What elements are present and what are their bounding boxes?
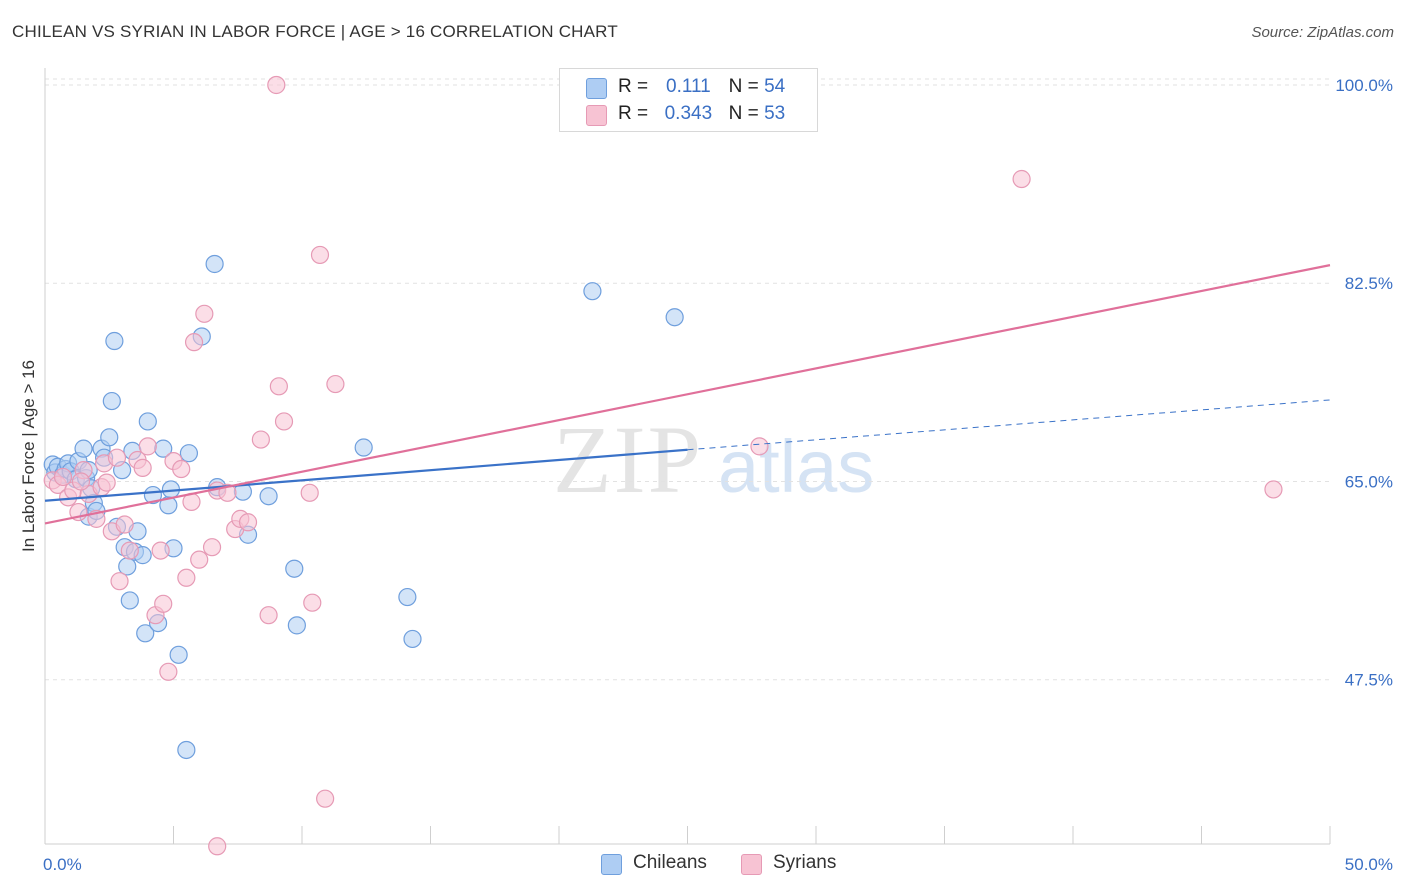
chilean-point [583, 282, 602, 301]
chilean-point [100, 428, 119, 447]
legend-r-value: 0.111 [666, 76, 711, 97]
syrian-point [184, 333, 204, 352]
chilean-point [74, 439, 93, 458]
chilean-point [259, 487, 278, 506]
chileans-swatch-icon [586, 78, 607, 99]
bottom-legend-label: Chileans [633, 852, 707, 873]
syrian-point [238, 513, 258, 532]
legend-n-label: N = [728, 76, 759, 97]
legend-r-label: R = [618, 76, 649, 97]
chart-title: CHILEAN VS SYRIAN IN LABOR FORCE | AGE >… [12, 22, 618, 41]
chilean-point [179, 444, 199, 463]
syrian-point [251, 430, 270, 449]
y-tick-label: 82.5% [1345, 274, 1393, 293]
syrian-point [97, 473, 116, 492]
y-tick-label: 47.5% [1345, 671, 1393, 690]
syrian-point [269, 377, 288, 396]
syrian-point [303, 593, 322, 612]
legend-r-value: 0.343 [664, 103, 713, 124]
chilean-point [102, 391, 121, 411]
source-label: Source: ZipAtlas.com [1251, 24, 1394, 41]
syrian-point [190, 550, 209, 569]
chileans-trend-extension [687, 399, 1331, 451]
bottom-legend-label: Syrians [773, 852, 837, 873]
legend-r-label: R = [618, 103, 649, 124]
syrian-point [300, 483, 319, 502]
chilean-point [120, 591, 139, 610]
x-tick-label: 0.0% [43, 855, 82, 874]
chileans-swatch-icon [601, 854, 622, 875]
legend-n-value: 54 [764, 76, 786, 97]
syrian-point [316, 789, 335, 808]
chilean-point [398, 587, 417, 607]
syrian-point [202, 538, 222, 557]
legend-n-label: N = [728, 103, 759, 124]
watermark-atlas: atlas [718, 425, 874, 508]
chilean-point [205, 254, 224, 274]
chileans-trend-line [44, 448, 688, 502]
syrian-point [1264, 480, 1283, 499]
syrian-point [151, 541, 170, 560]
syrian-point [110, 572, 129, 591]
syrian-point [120, 541, 139, 560]
chilean-point [105, 331, 124, 351]
chilean-point [285, 559, 304, 578]
chilean-point [403, 629, 422, 649]
syrian-point [53, 467, 73, 487]
chilean-point [136, 624, 155, 643]
syrian-point [195, 304, 214, 323]
syrian-point [154, 594, 173, 613]
syrian-point [750, 437, 769, 456]
chilean-point [177, 740, 196, 760]
syrians-swatch-icon [586, 105, 607, 126]
syrian-point [107, 448, 127, 467]
syrian-point [1012, 169, 1031, 189]
correlation-legend: R = 0.111 N = 54 R = 0.343 N = 53 [559, 68, 818, 132]
y-tick-label: 100.0% [1335, 76, 1393, 95]
syrian-point [133, 458, 152, 477]
syrians-trend-line [44, 264, 1331, 525]
syrian-point [310, 245, 330, 265]
syrian-point [326, 374, 345, 394]
chilean-point [354, 438, 373, 457]
syrian-point [115, 515, 134, 534]
syrian-point [208, 837, 227, 856]
syrian-point [138, 437, 157, 456]
syrians-swatch-icon [741, 854, 762, 875]
syrian-point [267, 75, 286, 95]
syrian-point [259, 606, 278, 625]
chilean-point [138, 412, 157, 431]
syrian-point [172, 459, 191, 479]
x-tick-label: 50.0% [1345, 855, 1393, 874]
syrian-point [177, 568, 196, 587]
chilean-point [169, 645, 188, 664]
y-tick-label: 65.0% [1345, 472, 1393, 491]
syrian-point [71, 472, 91, 491]
chilean-point [665, 308, 684, 327]
legend-n-value: 53 [764, 103, 786, 124]
chilean-point [287, 616, 306, 635]
syrian-point [274, 412, 294, 431]
syrian-point [159, 662, 178, 681]
y-axis-title: In Labor Force | Age > 16 [19, 360, 38, 552]
